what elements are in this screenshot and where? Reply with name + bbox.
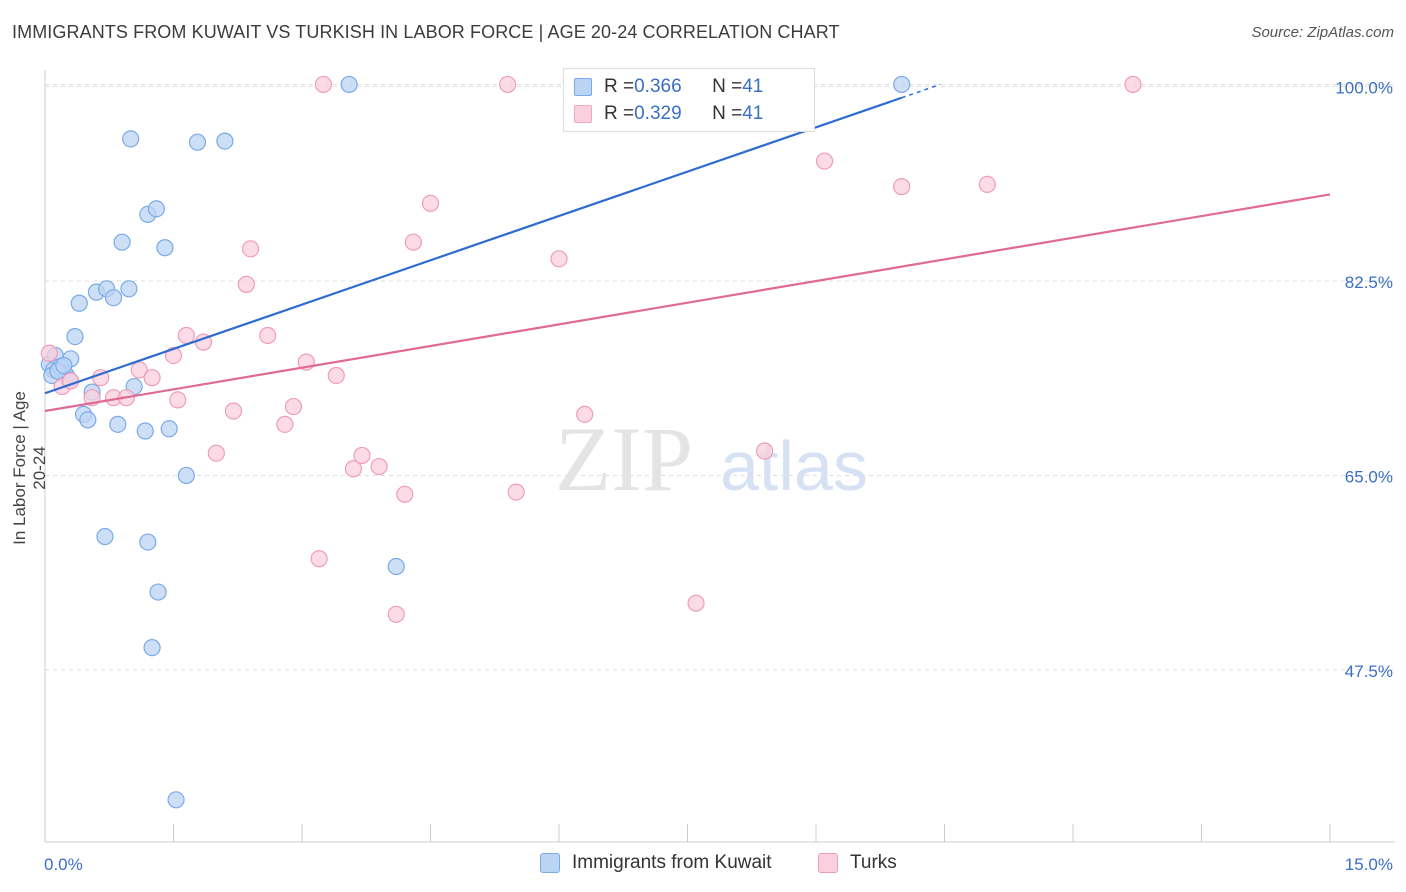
turks-point [353,446,371,465]
legend-label-turks: Turks [850,852,897,873]
turks-point [177,326,195,345]
turks-point [169,391,187,409]
axes [44,70,1395,843]
legend-r-value: 0.366 [634,76,682,97]
turks-point [404,233,422,251]
kuwait-point [120,280,138,298]
kuwait-trend-extension [901,83,941,99]
legend-swatch-kuwait [574,78,592,96]
watermark-atlas: atlas [720,427,868,505]
turks-point [815,152,834,170]
turks-point [284,397,303,416]
watermark-zip: ZIP [555,408,693,510]
turks-point [207,444,225,462]
turks-point [164,346,183,365]
turks-point [310,550,328,568]
kuwait-point [96,527,114,546]
turks-point [421,194,440,212]
kuwait-point [216,132,234,150]
series-legend: Immigrants from Kuwait Turks [0,852,1406,878]
y-tick-label: 47.5% [1345,662,1393,681]
turks-point [507,483,525,501]
kuwait-point [143,639,161,657]
legend-item-kuwait[interactable]: Immigrants from Kuwait [540,852,772,874]
legend-item-turks[interactable]: Turks [818,852,897,874]
chart-title: IMMIGRANTS FROM KUWAIT VS TURKISH IN LAB… [12,22,840,42]
turks-point [344,460,362,478]
turks-point [755,442,774,460]
kuwait-point [79,411,97,429]
kuwait-point [160,420,178,438]
data-points [40,75,1142,809]
turks-point [978,175,996,194]
legend-swatch-turks [818,853,838,873]
legend-n-value: 41 [742,103,764,124]
y-axis-label: In Labor Force | Age 20-24 [10,391,49,545]
legend-r-label: R = [604,76,635,97]
y-tick-label: 65.0% [1345,467,1393,486]
legend-swatch-turks [574,105,592,123]
turks-point [687,594,705,612]
turks-point [1124,75,1142,94]
x-tick-label: 0.0% [44,855,83,874]
kuwait-point [136,422,154,440]
legend-row-kuwait: R = 0.366 N = 41 [574,75,763,99]
turks-point [224,402,243,420]
correlation-legend: R = 0.366 N = 41 R = 0.329 N = 41 [563,68,815,132]
kuwait-point [55,356,73,375]
legend-r-label: R = [604,103,635,124]
source-note: Source: ZipAtlas.com [1251,24,1394,41]
x-tick-label: 15.0% [1345,855,1393,874]
turks-point [259,326,277,345]
turks-trend-line [44,193,1331,413]
kuwait-point [387,557,405,576]
turks-point [327,366,345,385]
kuwait-point [104,289,123,307]
turks-point [396,485,414,503]
turks-point [276,415,294,433]
kuwait-point [70,294,88,312]
watermark: ZIP atlas [555,408,868,510]
turks-point [499,75,517,94]
y-tick-label: 100.0% [1335,79,1393,98]
kuwait-point [66,327,84,346]
turks-point [370,457,388,476]
kuwait-point [149,583,167,601]
turks-point [576,405,594,423]
kuwait-point [340,75,358,94]
legend-n-label: N = [712,76,743,97]
turks-point [130,361,148,379]
kuwait-point [139,533,157,551]
kuwait-point [113,233,131,251]
kuwait-point [156,239,174,257]
kuwait-point [893,75,911,94]
legend-label-kuwait: Immigrants from Kuwait [572,852,772,873]
legend-n-value: 41 [742,76,764,97]
tick-labels: 47.5% 65.0% 82.5% 100.0% 0.0% 15.0% [44,79,1393,874]
turks-point [893,178,911,196]
kuwait-point [147,200,165,218]
kuwait-point [188,133,207,151]
legend-r-value: 0.329 [634,103,682,124]
turks-point [143,369,161,387]
turks-point [40,344,58,362]
legend-n-label: N = [712,103,743,124]
kuwait-point [167,791,185,809]
turks-point [314,75,333,94]
kuwait-point [177,466,195,485]
kuwait-trend-line [44,96,903,395]
legend-row-turks: R = 0.329 N = 41 [574,102,763,126]
turks-point [237,275,255,293]
kuwait-point [109,415,127,433]
turks-point [550,250,568,268]
turks-point [242,240,260,258]
turks-point [387,605,405,623]
kuwait-point [122,130,140,148]
legend-swatch-kuwait [540,853,560,873]
trend-lines [44,83,1331,413]
y-tick-label: 82.5% [1345,273,1393,292]
